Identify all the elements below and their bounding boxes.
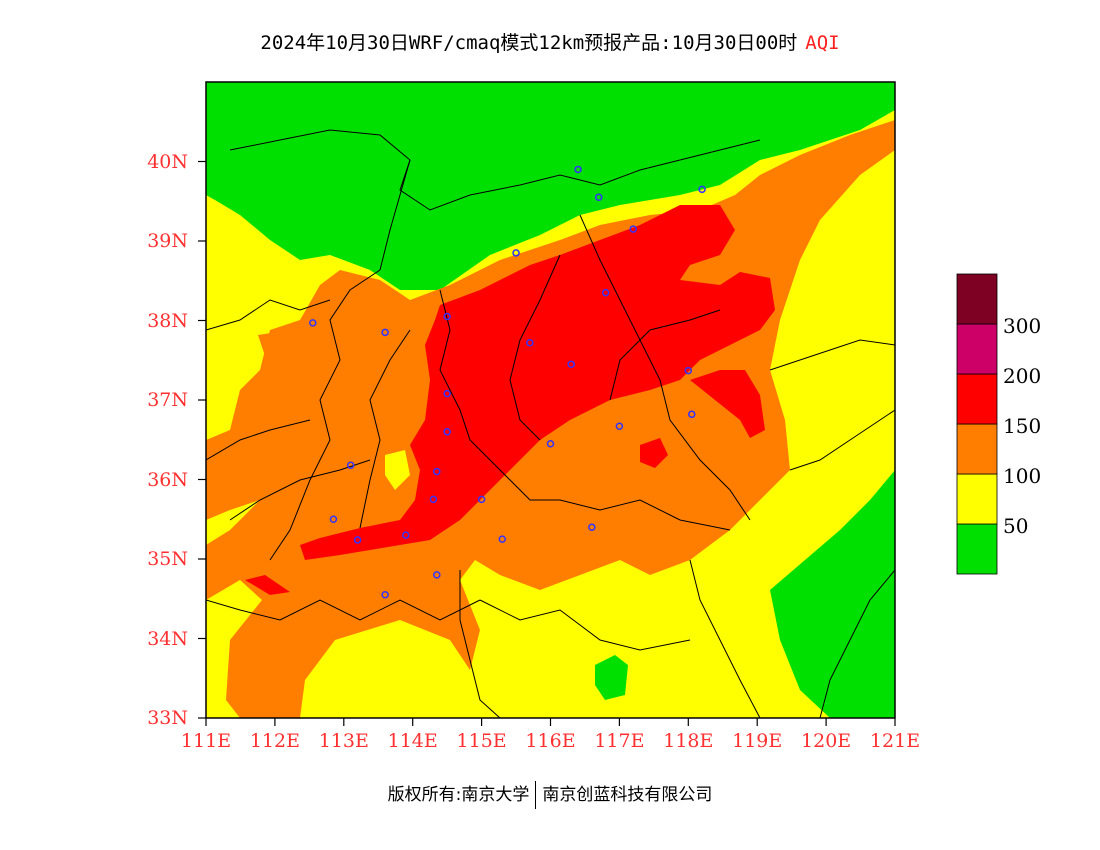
station-marker	[381, 591, 389, 599]
copyright-footer: 版权所有:南京大学 南京创蓝科技有限公司	[0, 780, 1100, 809]
legend-label: 300	[1003, 314, 1042, 338]
legend-label: 50	[1003, 514, 1029, 538]
aqi-zone-moderate-pocket	[385, 450, 410, 490]
station-marker	[309, 319, 317, 327]
legend-swatch	[956, 323, 998, 375]
station-marker	[615, 422, 624, 430]
lat-label: 33N	[147, 707, 188, 729]
station-marker	[477, 495, 486, 504]
legend-swatch	[956, 273, 998, 325]
station-marker	[567, 360, 575, 368]
station-marker	[498, 535, 507, 543]
station-marker	[512, 249, 520, 257]
footer-separator	[535, 781, 537, 809]
station-marker	[698, 185, 706, 194]
aqi-zone-unhealthy-east	[690, 370, 765, 438]
station-marker	[443, 312, 451, 321]
footer-right: 南京创蓝科技有限公司	[542, 785, 713, 805]
station-marker	[346, 461, 355, 469]
station-markers	[309, 165, 706, 599]
lat-label: 40N	[147, 150, 188, 173]
lat-label: 36N	[147, 468, 188, 491]
lon-label: 119E	[732, 730, 783, 752]
legend-swatch	[956, 473, 998, 525]
lon-label: 113E	[318, 730, 369, 752]
lat-label: 39N	[147, 230, 188, 252]
aqi-zone-unhealthy-patch	[640, 438, 668, 468]
province-boundaries	[206, 129, 895, 718]
lat-label: 38N	[147, 309, 188, 332]
station-marker	[526, 339, 534, 347]
title-variable: AQI	[805, 32, 840, 54]
lat-label: 34N	[147, 627, 188, 650]
lon-label: 115E	[456, 730, 507, 752]
station-marker	[443, 428, 451, 436]
station-marker	[574, 165, 582, 174]
lat-label: 37N	[147, 389, 188, 411]
station-marker	[329, 515, 338, 523]
aqi-zone-good-south-patch	[595, 655, 628, 700]
lon-label: 118E	[663, 730, 714, 752]
lon-label: 117E	[594, 730, 645, 752]
station-marker	[402, 531, 410, 539]
station-marker	[443, 389, 451, 398]
aqi-zone-unhealthy-tail	[245, 575, 290, 595]
aqi-zone-usg-west	[258, 330, 300, 370]
station-marker	[433, 467, 441, 476]
title-main: 2024年10月30日WRF/cmaq模式12km预报产品:10月30日00时	[260, 32, 798, 54]
legend-swatch	[956, 423, 998, 475]
lon-label: 112E	[249, 730, 300, 752]
station-marker	[588, 523, 596, 531]
legend-label: 200	[1003, 364, 1042, 388]
lon-label: 114E	[387, 730, 438, 752]
station-marker	[433, 571, 441, 579]
legend-swatch	[956, 373, 998, 425]
station-marker	[594, 193, 603, 202]
legend-label: 150	[1003, 414, 1042, 438]
station-marker	[353, 536, 362, 544]
station-marker	[629, 225, 637, 233]
lat-label: 35N	[147, 548, 188, 570]
station-marker	[601, 288, 610, 297]
lon-label: 120E	[801, 730, 852, 752]
map-title: 2024年10月30日WRF/cmaq模式12km预报产品:10月30日00时 A…	[0, 28, 1100, 55]
footer-left: 版权所有:南京大学	[387, 785, 530, 805]
station-marker	[429, 495, 438, 504]
axis-ticks	[198, 160, 896, 726]
legend-label: 100	[1003, 464, 1042, 488]
aqi-zone-good-north	[206, 82, 895, 290]
lon-label: 111E	[180, 730, 232, 752]
legend-swatch	[956, 523, 998, 575]
station-marker	[546, 439, 555, 448]
lon-label: 121E	[869, 730, 921, 752]
station-marker	[381, 328, 389, 337]
legend-colorbar	[956, 273, 998, 575]
aqi-zone-unhealthy-main	[300, 205, 775, 560]
aqi-zone-good-southeast	[770, 470, 895, 718]
station-marker	[684, 366, 693, 375]
station-marker	[687, 410, 696, 419]
lon-label: 116E	[525, 730, 576, 752]
